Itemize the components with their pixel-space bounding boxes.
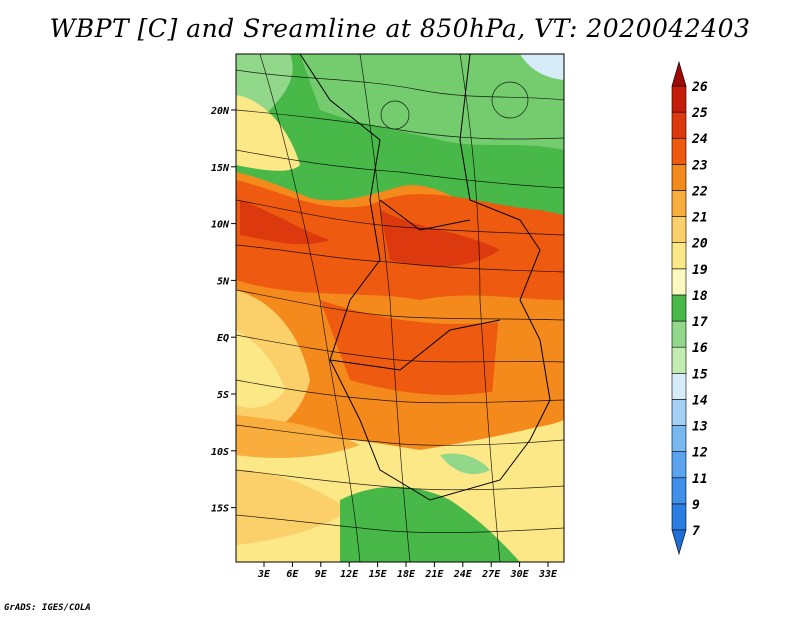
lat-tick-label: 10S bbox=[211, 447, 229, 458]
colorbar-label: 12 bbox=[692, 446, 708, 461]
map-frame bbox=[235, 53, 565, 563]
lon-tick-label: 12E bbox=[340, 569, 359, 580]
lon-tick-label: 27E bbox=[481, 569, 501, 580]
colorbar-label: 24 bbox=[691, 132, 708, 147]
longitude-axis: 3E 6E 9E 12E 15E 18E 21E 24E 27E 30E 33E bbox=[257, 562, 558, 580]
lon-tick-label: 6E bbox=[286, 569, 299, 580]
colorbar-label: 11 bbox=[692, 472, 708, 487]
colorbar-label: 16 bbox=[692, 341, 708, 356]
colorbar-segment bbox=[671, 425, 687, 452]
colorbar-segment bbox=[671, 242, 687, 270]
colorbar-label: 14 bbox=[692, 393, 708, 408]
colorbar-segment bbox=[671, 503, 687, 531]
lat-tick-label: 5S bbox=[217, 390, 229, 401]
lat-tick-label: 20N bbox=[210, 106, 230, 117]
colorbar-label: 21 bbox=[691, 211, 708, 226]
colorbar-high-triangle bbox=[671, 60, 687, 87]
colorbar-label: 25 bbox=[691, 106, 708, 121]
colorbar-segment bbox=[671, 346, 687, 374]
lon-tick-label: 18E bbox=[397, 569, 416, 580]
colorbar-segment bbox=[671, 372, 687, 400]
colorbar-label: 22 bbox=[691, 184, 708, 199]
colorbar-label: 9 bbox=[692, 498, 700, 513]
colorbar-label: 19 bbox=[692, 263, 708, 278]
colorbar-segment bbox=[671, 320, 687, 348]
colorbar-segment bbox=[671, 477, 687, 505]
colorbar-segment bbox=[671, 216, 687, 244]
lon-tick-label: 3E bbox=[257, 569, 271, 580]
colorbar-segment bbox=[671, 164, 687, 191]
wbpt-shading bbox=[236, 54, 564, 562]
colorbar-label: 23 bbox=[691, 158, 708, 173]
colorbar-label: 13 bbox=[692, 420, 708, 435]
colorbar-label: 7 bbox=[692, 524, 700, 539]
colorbar-label: 20 bbox=[691, 237, 708, 252]
lat-tick-label: 5N bbox=[217, 276, 230, 287]
colorbar-segment bbox=[671, 451, 687, 479]
lon-tick-label: 30E bbox=[510, 569, 530, 580]
lat-tick-label: 10N bbox=[211, 220, 230, 231]
colorbar-label: 26 bbox=[691, 80, 708, 95]
credit-label: GrADS: IGES/COLA bbox=[4, 603, 91, 613]
colorbar-label: 18 bbox=[692, 289, 708, 304]
latitude-axis: 20N 15N 10N 5N EQ 5S 10S 15S bbox=[210, 106, 236, 515]
chart-title: WBPT [C] and Sreamline at 850hPa, VT: 20… bbox=[49, 14, 751, 43]
colorbar: 7 9 11 12 13 14 15 16 17 18 19 20 21 22 23 24 25 26 bbox=[671, 60, 708, 556]
colorbar-segment bbox=[671, 294, 687, 322]
colorbar-segment bbox=[671, 85, 687, 113]
colorbar-label: 17 bbox=[692, 315, 708, 330]
colorbar-segment bbox=[671, 399, 687, 426]
lon-tick-label: 21E bbox=[424, 569, 444, 580]
colorbar-segment bbox=[671, 268, 687, 296]
lon-tick-label: 9E bbox=[315, 569, 328, 580]
colorbar-low-triangle bbox=[671, 529, 687, 556]
colorbar-label: 15 bbox=[692, 367, 708, 382]
colorbar-segment bbox=[671, 190, 687, 217]
colorbar-segment bbox=[671, 137, 687, 165]
lon-tick-label: 15E bbox=[369, 569, 388, 580]
lon-tick-label: 24E bbox=[453, 569, 473, 580]
colorbar-segment bbox=[671, 111, 687, 139]
lat-tick-label: EQ bbox=[217, 333, 229, 344]
lat-tick-label: 15S bbox=[211, 504, 229, 515]
lat-tick-label: 15N bbox=[211, 163, 230, 174]
lon-tick-label: 33E bbox=[538, 569, 558, 580]
